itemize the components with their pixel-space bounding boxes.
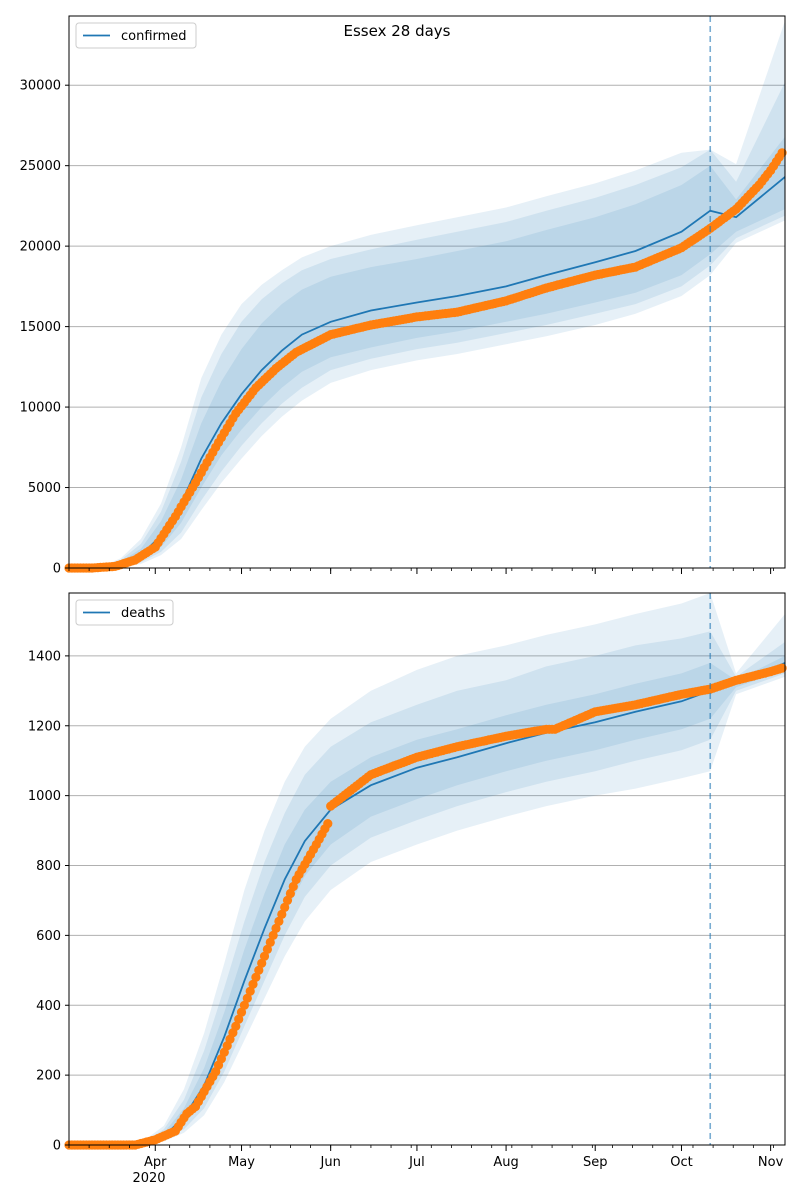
confirmed-y-tick-label: 15000 — [20, 320, 61, 335]
deaths-observed-point — [262, 944, 272, 955]
deaths-observed-point — [288, 881, 298, 892]
panel-confirmed: 0 5000 10000 15000 20000 25000 30000 confirmed — [20, 15, 787, 577]
deaths-observed-point — [259, 951, 270, 961]
deaths-y-tick-label: 200 — [36, 1069, 61, 1084]
confirmed-y-tick-label: 10000 — [20, 401, 61, 416]
confirmed-uncertainty-band — [69, 82, 785, 568]
deaths-y-tick-label: 1400 — [28, 649, 61, 664]
deaths-legend-box — [75, 599, 174, 626]
deaths-observed-point — [254, 965, 264, 975]
deaths-observed-point — [274, 916, 284, 927]
deaths-observed-point — [257, 958, 267, 968]
deaths-observed-point — [245, 986, 255, 996]
deaths-observed-point — [777, 663, 787, 673]
deaths-observed-point — [280, 902, 290, 913]
confirmed-legend-box — [75, 22, 197, 49]
x-axis-year-label: 2020 — [132, 1171, 165, 1186]
figure-title: Essex 28 days — [344, 22, 451, 40]
deaths-observed-point — [234, 1014, 244, 1024]
deaths-y-tick-label: 1000 — [28, 789, 61, 804]
deaths-observed-point — [323, 819, 333, 829]
confirmed-observed-point — [777, 148, 787, 158]
deaths-y-tick-label: 1200 — [28, 719, 61, 734]
deaths-y-tick-label: 0 — [53, 1139, 61, 1154]
deaths-observed-point — [251, 972, 261, 982]
deaths-observed-point — [282, 895, 293, 906]
deaths-observed-point — [277, 909, 287, 920]
x-tick-label-nov: Nov — [758, 1155, 784, 1170]
deaths-legend-label: deaths — [121, 606, 166, 621]
deaths-y-tick-label: 600 — [36, 929, 61, 944]
confirmed-y-tick-label: 20000 — [20, 240, 61, 255]
confirmed-y-tick-label: 25000 — [20, 159, 61, 174]
deaths-observed-point — [285, 888, 295, 899]
confirmed-y-tick-label: 30000 — [20, 79, 61, 94]
x-tick-label-sep: Sep — [583, 1155, 608, 1170]
deaths-observed-point — [248, 979, 258, 989]
x-tick-label-aug: Aug — [493, 1155, 518, 1170]
confirmed-legend-label: confirmed — [121, 29, 187, 44]
deaths-observed-point — [271, 923, 281, 934]
deaths-observed-point — [265, 937, 275, 948]
deaths-observed-point — [239, 1000, 249, 1010]
x-tick-label-apr: Apr — [144, 1155, 167, 1170]
x-tick-label-oct: Oct — [670, 1155, 692, 1170]
deaths-observed-point — [242, 993, 252, 1003]
deaths-observed-point — [236, 1007, 247, 1017]
deaths-uncertainty-band — [69, 631, 785, 1145]
confirmed-axes-frame — [68, 15, 786, 569]
x-tick-label-jun: Jun — [320, 1155, 341, 1170]
confirmed-y-tick-label: 0 — [53, 562, 61, 577]
confirmed-uncertainty-band — [69, 20, 785, 569]
deaths-y-tick-label: 800 — [36, 859, 61, 874]
panel-deaths: 0 200 400 600 800 1000 1200 1400 Apr May Jun Jul Aug… — [28, 592, 787, 1170]
deaths-axes-frame — [68, 592, 786, 1146]
confirmed-y-tick-label: 5000 — [28, 481, 61, 496]
deaths-y-tick-label: 400 — [36, 999, 61, 1014]
x-tick-label-jul: Jul — [408, 1155, 425, 1170]
deaths-observed-point — [268, 930, 278, 941]
x-tick-label-may: May — [228, 1155, 255, 1170]
confirmed-uncertainty-band — [69, 136, 785, 568]
deaths-observed-point — [231, 1021, 241, 1031]
